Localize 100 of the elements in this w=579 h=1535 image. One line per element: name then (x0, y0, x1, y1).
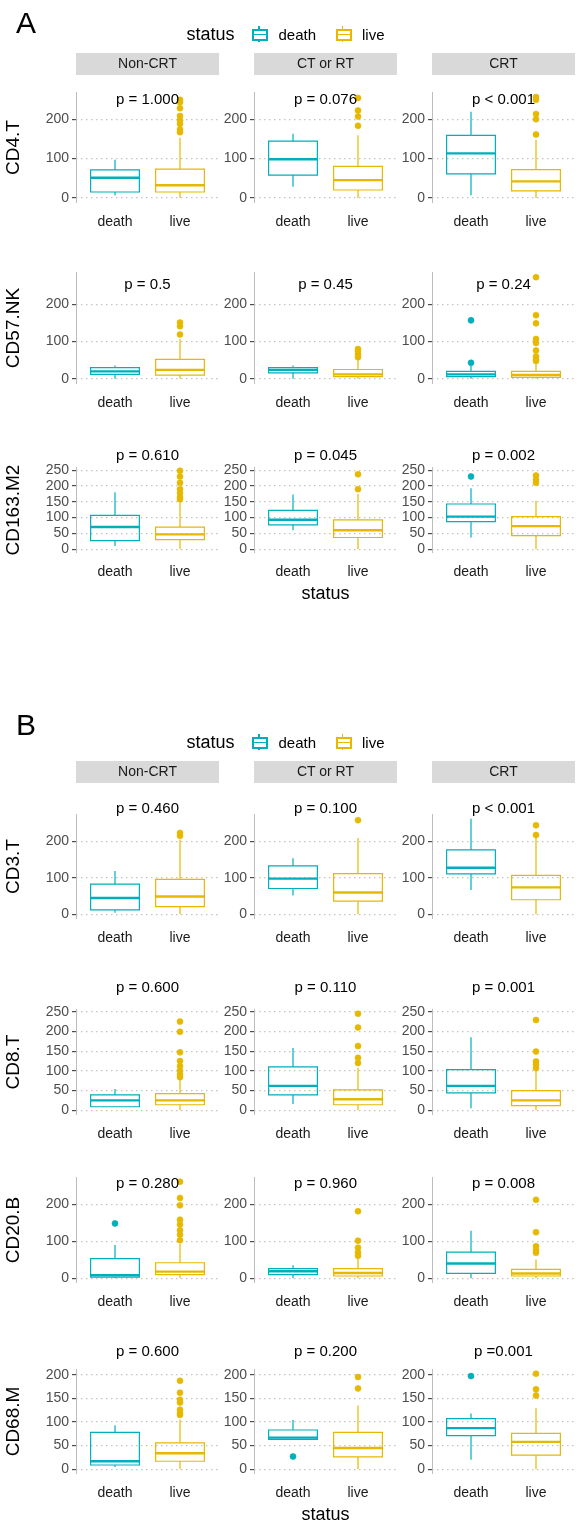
y-tick-label: 200 (223, 295, 248, 312)
x-tick-label: death (275, 394, 311, 411)
x-tick-label: live (525, 394, 547, 411)
y-tick-label: 50 (231, 1436, 248, 1453)
x-tick-label: death (275, 929, 311, 946)
x-tick-label: live (347, 394, 369, 411)
y-tick-label: 50 (53, 1436, 70, 1453)
y-tick-label: 100 (401, 332, 426, 349)
y-tick-label: 250 (45, 1002, 70, 1019)
x-tick-label: death (275, 1293, 311, 1310)
y-tick-label: 250 (45, 461, 70, 478)
x-tick-label: live (525, 929, 547, 946)
y-axis-title: CD4.T (1, 119, 23, 175)
y-tick-label: 200 (45, 1365, 70, 1382)
annotation: p = 0.008 (472, 1174, 535, 1192)
x-tick-label: live (169, 1293, 191, 1310)
y-tick-label: 100 (401, 1232, 426, 1249)
annotation: p < 0.001 (472, 799, 535, 817)
y-tick-label: 0 (417, 1101, 426, 1118)
text: p = 0.600 (116, 978, 179, 996)
text: p =0.001 (474, 1342, 533, 1360)
y-tick-label: 200 (401, 832, 426, 849)
annotation: p = 0.100 (294, 799, 357, 817)
y-tick-label: 0 (239, 188, 248, 205)
annotation: p = 0.45 (298, 275, 353, 293)
y-tick-label: 200 (45, 832, 70, 849)
x-tick-label: death (97, 563, 133, 580)
x-tick-label: live (169, 394, 191, 411)
y-tick-label: 150 (223, 1042, 248, 1059)
y-tick-label: 150 (401, 492, 426, 509)
y-tick-label: 100 (223, 868, 248, 885)
y-tick-label: 0 (417, 188, 426, 205)
x-tick-label: live (169, 1125, 191, 1142)
y-tick-label: 200 (45, 476, 70, 493)
y-tick-label: 250 (401, 1002, 426, 1019)
x-tick-label: death (97, 1484, 133, 1501)
y-tick-label: 0 (239, 1460, 248, 1477)
y-axis-title: CD163.M2 (1, 464, 23, 556)
text: p = 0.610 (116, 446, 179, 464)
y-tick-label: 0 (61, 1460, 70, 1477)
chart-title: CRT (489, 54, 519, 71)
y-tick-label: 50 (409, 524, 426, 541)
y-tick-label: 200 (223, 110, 248, 127)
x-tick-label: live (169, 213, 191, 230)
y-tick-label: 100 (223, 332, 248, 349)
y-tick-label: 0 (61, 905, 70, 922)
annotation: p = 0.460 (116, 799, 179, 817)
y-tick-label: 100 (401, 868, 426, 885)
y-tick-label: 0 (239, 1269, 248, 1286)
y-tick-label: 250 (223, 461, 248, 478)
y-axis-title: CD68.M (1, 1386, 23, 1457)
legend-label: death (278, 25, 317, 43)
x-tick-label: death (97, 394, 133, 411)
y-tick-label: 100 (223, 1412, 248, 1429)
y-tick-label: 100 (45, 1061, 70, 1078)
chart-title: CT or RT (296, 54, 355, 71)
x-tick-label: live (525, 1293, 547, 1310)
text: p = 0.600 (116, 1342, 179, 1360)
y-tick-label: 0 (239, 905, 248, 922)
y-tick-label: 0 (417, 1269, 426, 1286)
x-tick-label: live (347, 1125, 369, 1142)
y-tick-label: 100 (45, 332, 70, 349)
x-tick-label: death (97, 1125, 133, 1142)
y-tick-label: 100 (45, 1232, 70, 1249)
y-tick-label: 200 (401, 476, 426, 493)
y-tick-label: 0 (61, 540, 70, 557)
y-axis-title: CD20.B (1, 1196, 23, 1264)
text: p = 0.200 (294, 1342, 357, 1360)
y-tick-label: 200 (45, 295, 70, 312)
x-tick-label: death (275, 1484, 311, 1501)
y-tick-label: 0 (61, 1101, 70, 1118)
annotation: p = 0.960 (294, 1174, 357, 1192)
text: A (16, 6, 37, 40)
y-tick-label: 100 (223, 1061, 248, 1078)
x-tick-label: live (347, 1293, 369, 1310)
y-tick-label: 100 (45, 1412, 70, 1429)
y-tick-label: 200 (401, 110, 426, 127)
x-axis-title: status (301, 583, 350, 604)
x-axis-title: status (301, 1504, 350, 1525)
x-tick-label: death (453, 1293, 489, 1310)
annotation: p = 0.5 (124, 275, 171, 293)
y-tick-label: 100 (401, 1061, 426, 1078)
y-tick-label: 50 (53, 524, 70, 541)
y-tick-label: 50 (409, 1436, 426, 1453)
x-tick-label: live (525, 1125, 547, 1142)
y-tick-label: 200 (401, 295, 426, 312)
y-tick-label: 150 (45, 1042, 70, 1059)
y-tick-label: 150 (223, 1389, 248, 1406)
y-tick-label: 200 (45, 1195, 70, 1212)
y-tick-label: 100 (223, 149, 248, 166)
x-tick-label: death (453, 563, 489, 580)
y-tick-label: 100 (45, 149, 70, 166)
y-tick-label: 150 (401, 1042, 426, 1059)
y-tick-label: 150 (223, 492, 248, 509)
x-tick-label: death (97, 929, 133, 946)
x-tick-label: live (169, 1484, 191, 1501)
chart-title: CRT (489, 762, 519, 779)
annotation: p = 1.000 (116, 90, 179, 108)
x-tick-label: live (347, 213, 369, 230)
y-tick-label: 200 (45, 1022, 70, 1039)
